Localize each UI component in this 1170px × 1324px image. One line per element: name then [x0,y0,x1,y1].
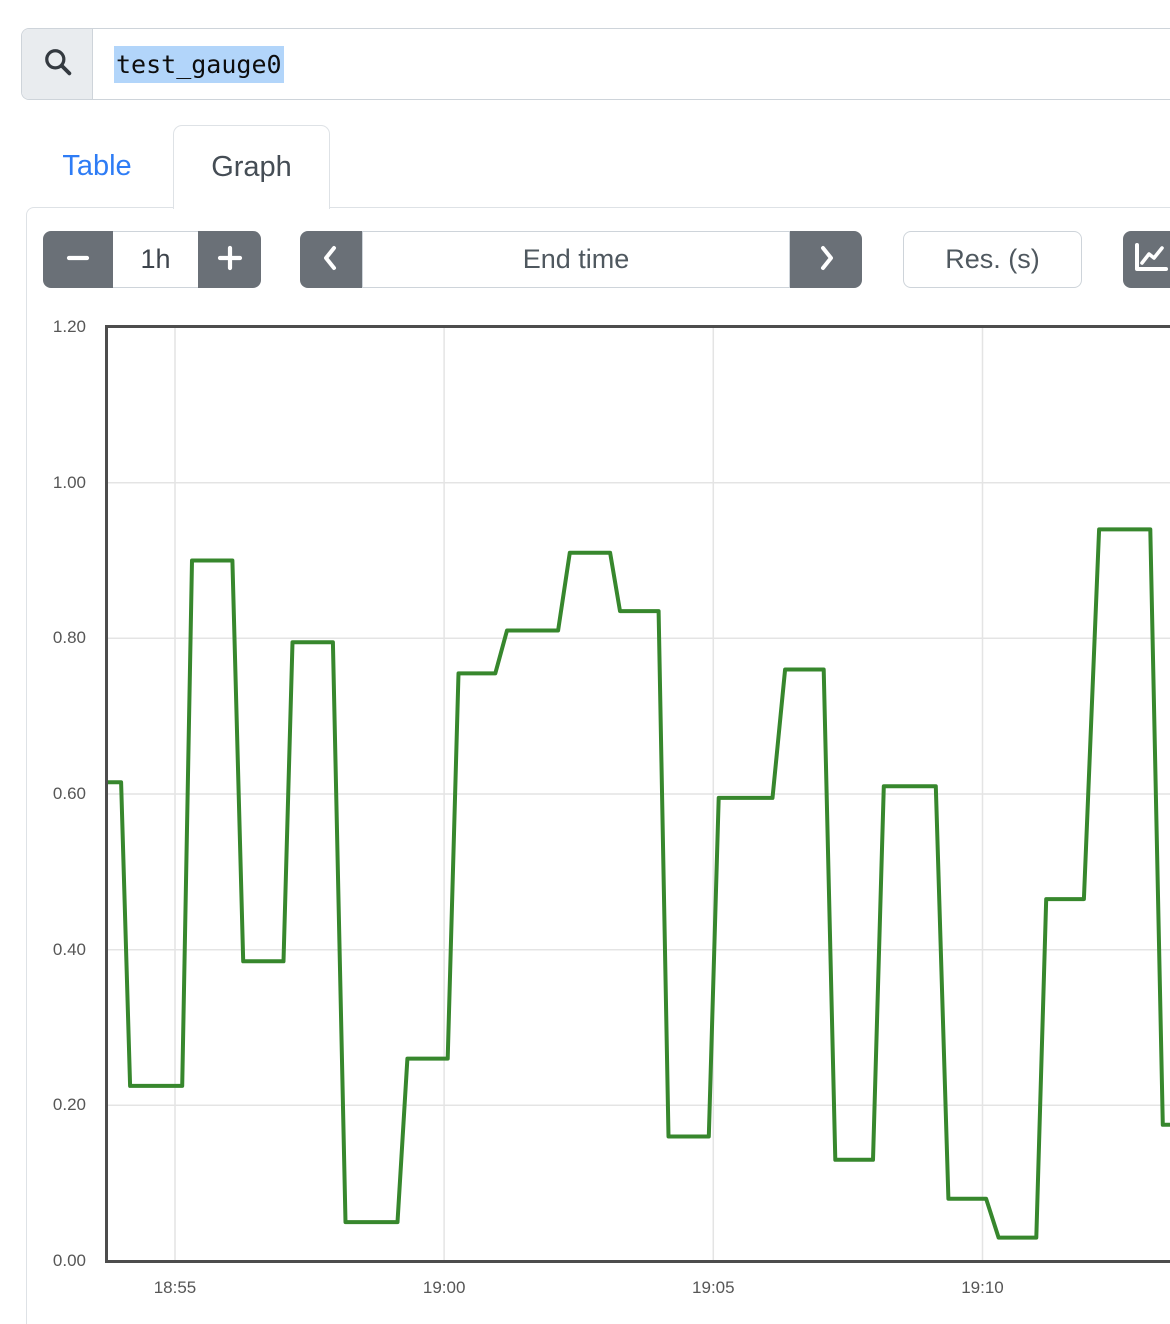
range-increase-button[interactable] [198,231,261,288]
chevron-left-icon [314,240,348,279]
plot-frame [105,325,1170,1263]
graph-mode-button[interactable] [1123,231,1170,288]
search-addon [22,29,93,99]
search-icon [42,46,73,82]
time-back-button[interactable] [300,231,362,288]
y-tick-label: 0.40 [52,939,86,959]
y-tick-label: 0.80 [52,628,86,648]
resolution-input[interactable] [903,231,1082,288]
plus-icon [215,243,245,276]
y-axis: 1.20 1.00 0.80 0.60 0.40 0.20 0.00 [0,317,96,1270]
x-tick-label: 19:00 [422,1278,466,1297]
series-line [105,527,1170,1240]
x-tick-label: 19:10 [961,1278,1004,1297]
range-decrease-button[interactable] [43,231,113,288]
graph-canvas [105,325,1170,1263]
tab-graph[interactable]: Graph [173,125,330,209]
tab-table[interactable]: Table [62,149,132,182]
x-axis: 18:55 19:00 19:05 19:10 [105,1266,1170,1306]
minus-icon [64,244,92,275]
graph-plot-area[interactable] [105,325,1170,1263]
range-input[interactable] [113,231,198,288]
x-tick-label: 19:05 [692,1278,735,1297]
x-tick-label: 18:55 [153,1278,197,1297]
y-tick-label: 0.00 [52,1251,86,1270]
y-tick-label: 1.00 [52,472,86,492]
expression-text: test_gauge0 [114,45,284,83]
end-time-input[interactable] [362,231,790,288]
y-tick-label: 0.20 [52,1095,86,1115]
chart-line-icon [1132,242,1169,277]
expression-input[interactable]: test_gauge0 [93,29,1170,99]
time-forward-button[interactable] [790,231,862,288]
chevron-right-icon [809,240,843,279]
tab-content-panel [26,207,1170,1324]
y-tick-label: 0.60 [52,784,86,803]
expression-input-group: test_gauge0 [21,28,1170,100]
y-tick-label: 1.20 [52,317,86,336]
